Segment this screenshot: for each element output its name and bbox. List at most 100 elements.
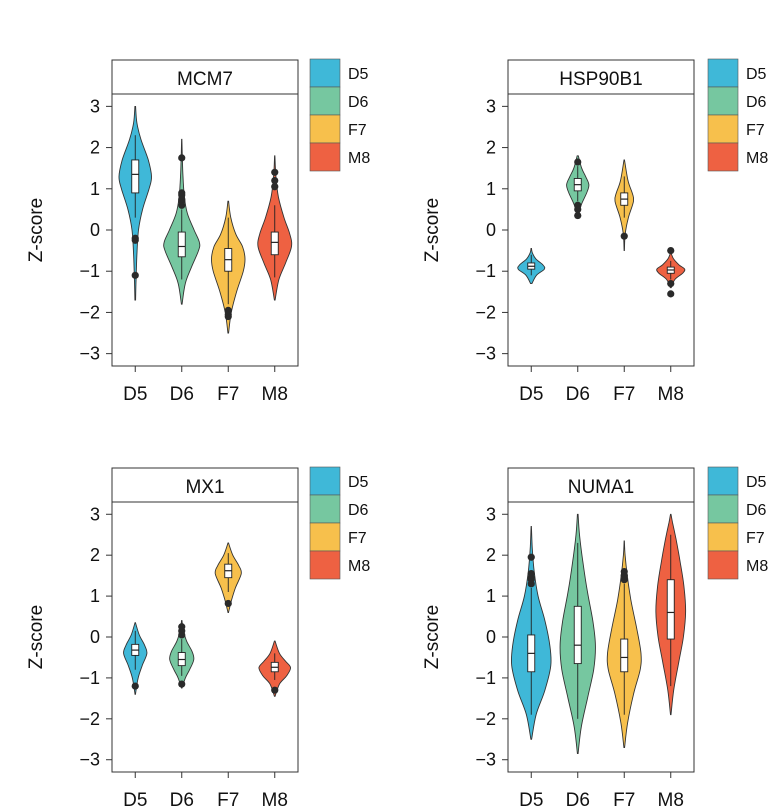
outlier-point [271, 168, 279, 176]
violin-d5 [123, 622, 148, 695]
y-tick-label: −2 [79, 302, 100, 322]
y-tick-label: −1 [79, 261, 100, 281]
y-tick-label: 0 [486, 220, 496, 240]
y-tick-label: 1 [486, 586, 496, 606]
iqr-box [666, 579, 675, 640]
legend-swatch-m8 [309, 142, 341, 172]
panel-title: NUMA1 [568, 477, 635, 498]
y-tick-label: −3 [79, 750, 100, 770]
iqr-box [131, 159, 140, 194]
legend-swatch-d5 [309, 58, 341, 88]
y-tick-label: 3 [486, 504, 496, 524]
legend-swatch-f7 [309, 522, 341, 552]
panel-title: HSP90B1 [559, 69, 642, 90]
x-tick-label: D6 [170, 384, 194, 405]
legend-swatch-d5 [707, 58, 739, 88]
violin-m8 [655, 513, 687, 716]
legend-label-d5: D5 [746, 66, 767, 83]
outlier-point [178, 189, 186, 197]
outlier-point [178, 623, 186, 631]
legend-swatch-m8 [707, 550, 739, 580]
outlier-point [131, 236, 139, 244]
y-axis-label: Z-score [26, 605, 47, 669]
y-tick-label: 2 [486, 545, 496, 565]
legend-label-d6: D6 [348, 94, 369, 111]
violin-f7 [606, 540, 642, 748]
violin-f7 [614, 159, 635, 252]
x-tick-label: M8 [658, 384, 684, 405]
outlier-point [667, 247, 675, 255]
legend-label-d6: D6 [746, 502, 767, 519]
x-tick-label: F7 [613, 790, 635, 811]
legend-label-d5: D5 [348, 66, 369, 83]
outlier-point [271, 686, 279, 694]
panel-title: MCM7 [177, 69, 233, 90]
x-tick-label: F7 [217, 384, 239, 405]
y-tick-label: 1 [486, 179, 496, 199]
x-tick-label: D6 [170, 790, 194, 811]
iqr-box [270, 231, 279, 256]
y-tick-label: 1 [90, 586, 100, 606]
outlier-point [178, 154, 186, 162]
x-tick-label: F7 [613, 384, 635, 405]
legend-label-m8: M8 [348, 558, 370, 575]
x-tick-label: D5 [519, 790, 543, 811]
x-tick-label: D5 [123, 384, 147, 405]
violin-d6 [559, 513, 596, 755]
legend-label-f7: F7 [746, 530, 765, 547]
y-tick-label: −1 [79, 668, 100, 688]
x-tick-label: D6 [566, 384, 590, 405]
y-tick-label: 1 [90, 179, 100, 199]
y-axis-label: Z-score [422, 198, 443, 262]
y-tick-label: −3 [475, 344, 496, 364]
panel-hsp90b1: HSP90B1 3 2 1 0 −1 −2 −3 Z-score D5 D6 F7 M8 D5 D6 F7 M8 [422, 58, 768, 405]
x-tick-label: F7 [217, 790, 239, 811]
iqr-box [620, 638, 629, 673]
y-tick-label: 3 [90, 96, 100, 116]
x-tick-label: D5 [519, 384, 543, 405]
y-tick-label: 0 [90, 220, 100, 240]
violin-m8 [258, 640, 292, 697]
legend-label-d6: D6 [348, 502, 369, 519]
legend-swatch-d6 [309, 86, 341, 116]
legend-label-d6: D6 [746, 94, 767, 111]
legend-swatch-d5 [309, 466, 341, 496]
x-tick-label: D5 [123, 790, 147, 811]
outlier-point [574, 211, 582, 220]
panel-mx1: MX1 3 2 1 0 −1 −2 −3 Z-score D5 D6 F7 M8 D5 D6 F7 M8 [26, 466, 370, 811]
violin-d5 [510, 526, 552, 740]
legend-label-m8: M8 [746, 150, 768, 167]
y-tick-label: −2 [475, 709, 496, 729]
outlier-point [620, 232, 628, 240]
legend-swatch-d6 [707, 494, 739, 524]
legend-label-d5: D5 [348, 474, 369, 491]
outlier-point [131, 682, 139, 690]
legend-swatch-f7 [707, 522, 739, 552]
outlier-point [271, 183, 279, 191]
y-axis-label: Z-score [422, 605, 443, 669]
outlier-point [271, 176, 279, 185]
outlier-point [224, 312, 232, 321]
legend-label-f7: F7 [746, 122, 765, 139]
x-tick-label: D6 [566, 790, 590, 811]
y-axis-label: Z-score [26, 198, 47, 262]
violin-d6 [169, 620, 195, 689]
outlier-point [667, 290, 675, 298]
legend-label-d5: D5 [746, 474, 767, 491]
outlier-point [178, 680, 186, 688]
x-tick-label: M8 [262, 790, 288, 811]
y-tick-label: 0 [90, 627, 100, 647]
legend-swatch-d5 [707, 466, 739, 496]
legend-swatch-f7 [309, 114, 341, 144]
legend-swatch-d6 [707, 86, 739, 116]
panel-header [507, 59, 695, 95]
violin-f7 [211, 200, 246, 334]
y-tick-label: 3 [90, 504, 100, 524]
outlier-point [527, 553, 535, 561]
iqr-box [177, 231, 186, 258]
violin-d5 [517, 248, 546, 285]
y-tick-label: −3 [475, 750, 496, 770]
legend-label-f7: F7 [348, 530, 367, 547]
violin-d6 [163, 138, 201, 305]
